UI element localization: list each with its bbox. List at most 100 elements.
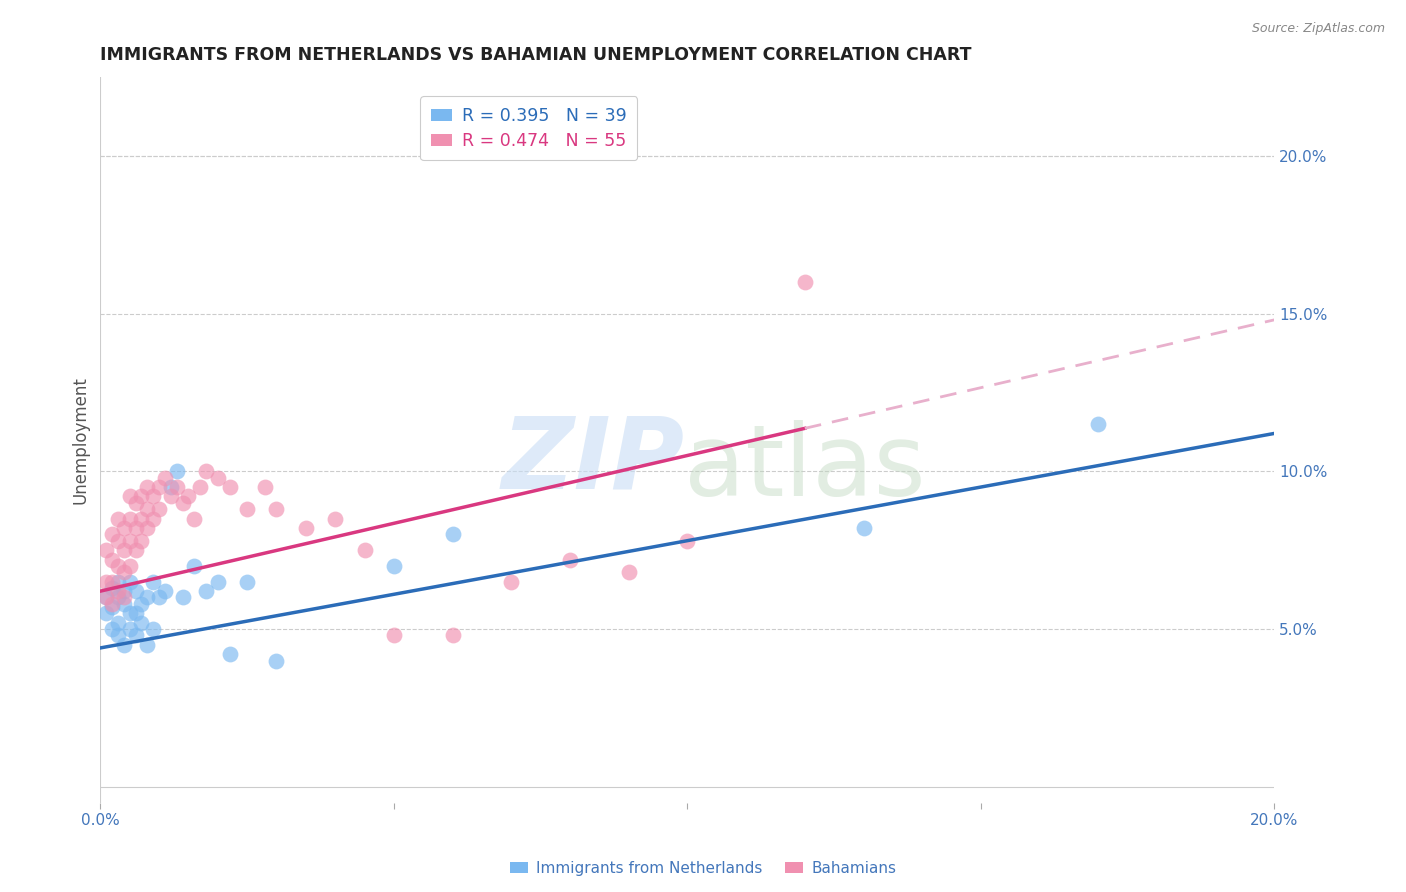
Text: ZIP: ZIP: [502, 413, 685, 510]
Point: [136, 502, 159, 516]
Point: [501, 574, 523, 589]
Point: [118, 622, 141, 636]
Point: [124, 543, 146, 558]
Point: [148, 480, 170, 494]
Point: [266, 502, 288, 516]
Point: [172, 591, 194, 605]
Point: [107, 628, 129, 642]
Point: [558, 552, 581, 566]
Point: [124, 496, 146, 510]
Text: IMMIGRANTS FROM NETHERLANDS VS BAHAMIAN UNEMPLOYMENT CORRELATION CHART: IMMIGRANTS FROM NETHERLANDS VS BAHAMIAN …: [100, 46, 972, 64]
Point: [441, 628, 464, 642]
Point: [1087, 417, 1109, 431]
Point: [131, 615, 153, 630]
Point: [159, 480, 181, 494]
Point: [177, 490, 200, 504]
Point: [101, 622, 124, 636]
Point: [107, 615, 129, 630]
Point: [96, 543, 118, 558]
Point: [236, 574, 259, 589]
Point: [148, 591, 170, 605]
Point: [136, 638, 159, 652]
Point: [207, 574, 229, 589]
Point: [107, 511, 129, 525]
Point: [188, 480, 211, 494]
Point: [107, 533, 129, 548]
Point: [112, 597, 135, 611]
Point: [617, 565, 640, 579]
Point: [112, 591, 135, 605]
Point: [131, 533, 153, 548]
Point: [131, 511, 153, 525]
Point: [96, 574, 118, 589]
Point: [142, 511, 165, 525]
Point: [131, 597, 153, 611]
Point: [96, 591, 118, 605]
Point: [852, 521, 875, 535]
Point: [124, 628, 146, 642]
Point: [136, 521, 159, 535]
Point: [266, 654, 288, 668]
Point: [118, 533, 141, 548]
Point: [124, 584, 146, 599]
Point: [118, 606, 141, 620]
Point: [183, 511, 205, 525]
Point: [676, 533, 699, 548]
Point: [195, 464, 218, 478]
Point: [112, 584, 135, 599]
Point: [323, 511, 346, 525]
Point: [101, 599, 124, 614]
Point: [101, 552, 124, 566]
Point: [136, 591, 159, 605]
Point: [118, 511, 141, 525]
Point: [172, 496, 194, 510]
Point: [166, 480, 188, 494]
Point: [118, 558, 141, 573]
Point: [118, 574, 141, 589]
Point: [101, 597, 124, 611]
Point: [353, 543, 375, 558]
Point: [166, 464, 188, 478]
Point: [124, 606, 146, 620]
Legend: R = 0.395   N = 39, R = 0.474   N = 55: R = 0.395 N = 39, R = 0.474 N = 55: [420, 96, 637, 161]
Point: [107, 584, 129, 599]
Point: [112, 521, 135, 535]
Point: [183, 558, 205, 573]
Point: [96, 606, 118, 620]
Point: [253, 480, 276, 494]
Point: [112, 543, 135, 558]
Point: [207, 470, 229, 484]
Point: [236, 502, 259, 516]
Point: [124, 521, 146, 535]
Point: [382, 628, 405, 642]
Legend: Immigrants from Netherlands, Bahamians: Immigrants from Netherlands, Bahamians: [503, 855, 903, 881]
Point: [153, 470, 176, 484]
Text: Source: ZipAtlas.com: Source: ZipAtlas.com: [1251, 22, 1385, 36]
Point: [118, 490, 141, 504]
Point: [295, 521, 318, 535]
Point: [96, 591, 118, 605]
Point: [112, 565, 135, 579]
Point: [107, 591, 129, 605]
Point: [101, 574, 124, 589]
Point: [142, 622, 165, 636]
Point: [153, 584, 176, 599]
Point: [441, 527, 464, 541]
Point: [159, 490, 181, 504]
Point: [107, 558, 129, 573]
Point: [218, 647, 240, 661]
Point: [131, 490, 153, 504]
Point: [148, 502, 170, 516]
Point: [112, 638, 135, 652]
Point: [142, 574, 165, 589]
Point: [382, 558, 405, 573]
Text: atlas: atlas: [685, 420, 925, 517]
Point: [136, 480, 159, 494]
Point: [101, 581, 124, 595]
Point: [793, 275, 815, 289]
Point: [142, 490, 165, 504]
Point: [101, 527, 124, 541]
Point: [218, 480, 240, 494]
Y-axis label: Unemployment: Unemployment: [72, 376, 89, 504]
Point: [107, 574, 129, 589]
